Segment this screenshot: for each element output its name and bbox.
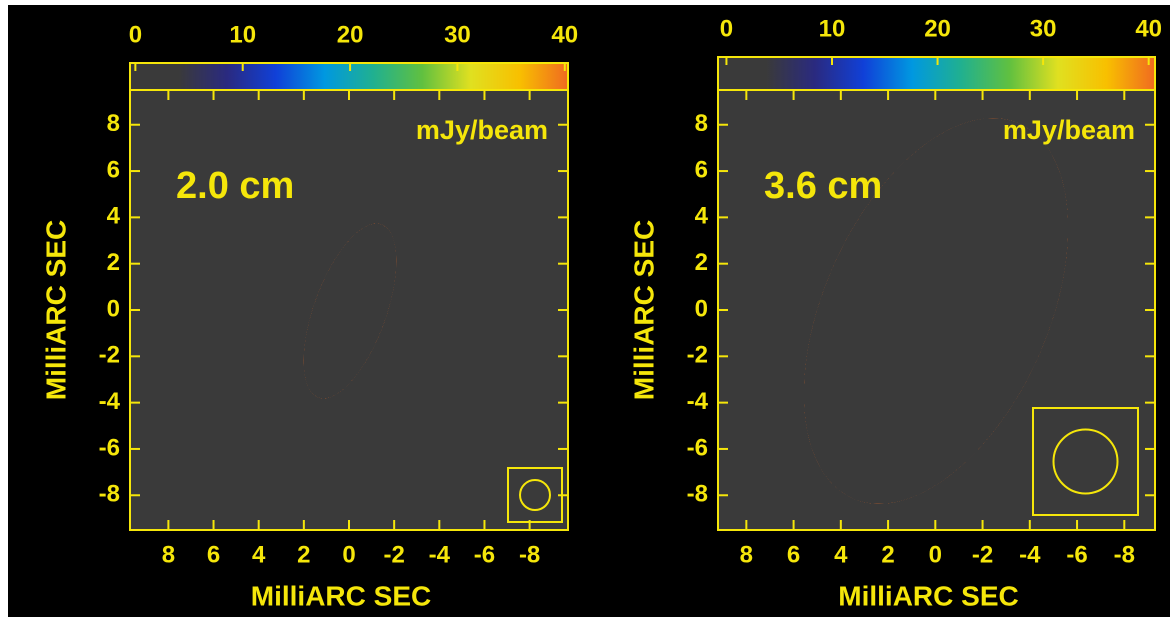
x-tick-label: -4 [429,541,451,568]
y-tick-label: 8 [107,110,120,137]
x-tick-label: -6 [474,541,495,568]
y-tick-label: -4 [687,388,709,415]
y-tick-label: 6 [695,156,708,183]
y-axis-label: MilliARC SEC [40,220,71,400]
y-tick-label: 4 [695,203,709,230]
x-tick-label: 4 [252,541,266,568]
units-label: mJy/beam [1003,115,1135,145]
x-tick-label: -2 [383,541,404,568]
x-axis-label: MilliARC SEC [251,580,431,611]
x-tick-label: 2 [297,541,310,568]
x-tick-label: -6 [1066,541,1087,568]
y-tick-label: 4 [107,203,121,230]
x-tick-label: 0 [342,541,355,568]
x-tick-label: 2 [881,541,894,568]
y-tick-label: 0 [695,295,708,322]
y-tick-label: -6 [687,434,708,461]
x-axis-label: MilliARC SEC [838,580,1018,611]
x-tick-label: 4 [834,541,848,568]
colorbar-tick-label: 30 [444,21,471,48]
x-tick-label: -2 [972,541,993,568]
x-tick-label: 0 [929,541,942,568]
colorbar-tick-label: 40 [551,21,578,48]
colorbar-tick-label: 40 [1135,15,1162,42]
colorbar-tick-label: 0 [720,15,733,42]
y-tick-label: -6 [99,434,120,461]
y-tick-label: -2 [99,342,120,369]
beam-box [1032,407,1139,516]
x-tick-label: -8 [519,541,540,568]
y-tick-label: -4 [99,388,121,415]
y-tick-label: 8 [695,110,708,137]
x-tick-label: -4 [1019,541,1041,568]
y-tick-label: -8 [99,481,120,508]
y-tick-label: -2 [687,342,708,369]
beam [519,479,551,511]
beam-box [507,467,563,523]
x-tick-label: 8 [162,541,175,568]
colorbar-tick-label: 0 [129,21,142,48]
colorbar [129,62,569,91]
y-axis-label: MilliARC SEC [628,220,659,400]
colorbar-tick-label: 20 [924,15,951,42]
colorbar-tick-label: 10 [229,21,256,48]
colorbar [717,56,1156,91]
colorbar-tick-label: 30 [1030,15,1057,42]
x-tick-label: -8 [1114,541,1135,568]
wavelength-label: 3.6 cm [764,165,882,207]
x-tick-label: 8 [740,541,753,568]
wavelength-label: 2.0 cm [176,165,294,207]
y-tick-label: 2 [107,249,120,276]
colorbar-tick-label: 10 [819,15,846,42]
y-tick-label: 0 [107,295,120,322]
x-tick-label: 6 [787,541,800,568]
units-label: mJy/beam [416,115,548,145]
y-tick-label: 6 [107,156,120,183]
y-tick-label: -8 [687,481,708,508]
emission-blob [303,223,397,399]
colorbar-tick-label: 20 [337,21,364,48]
x-tick-label: 6 [207,541,220,568]
beam [1052,428,1119,495]
emission-blob [804,118,1068,504]
y-tick-label: 2 [695,249,708,276]
